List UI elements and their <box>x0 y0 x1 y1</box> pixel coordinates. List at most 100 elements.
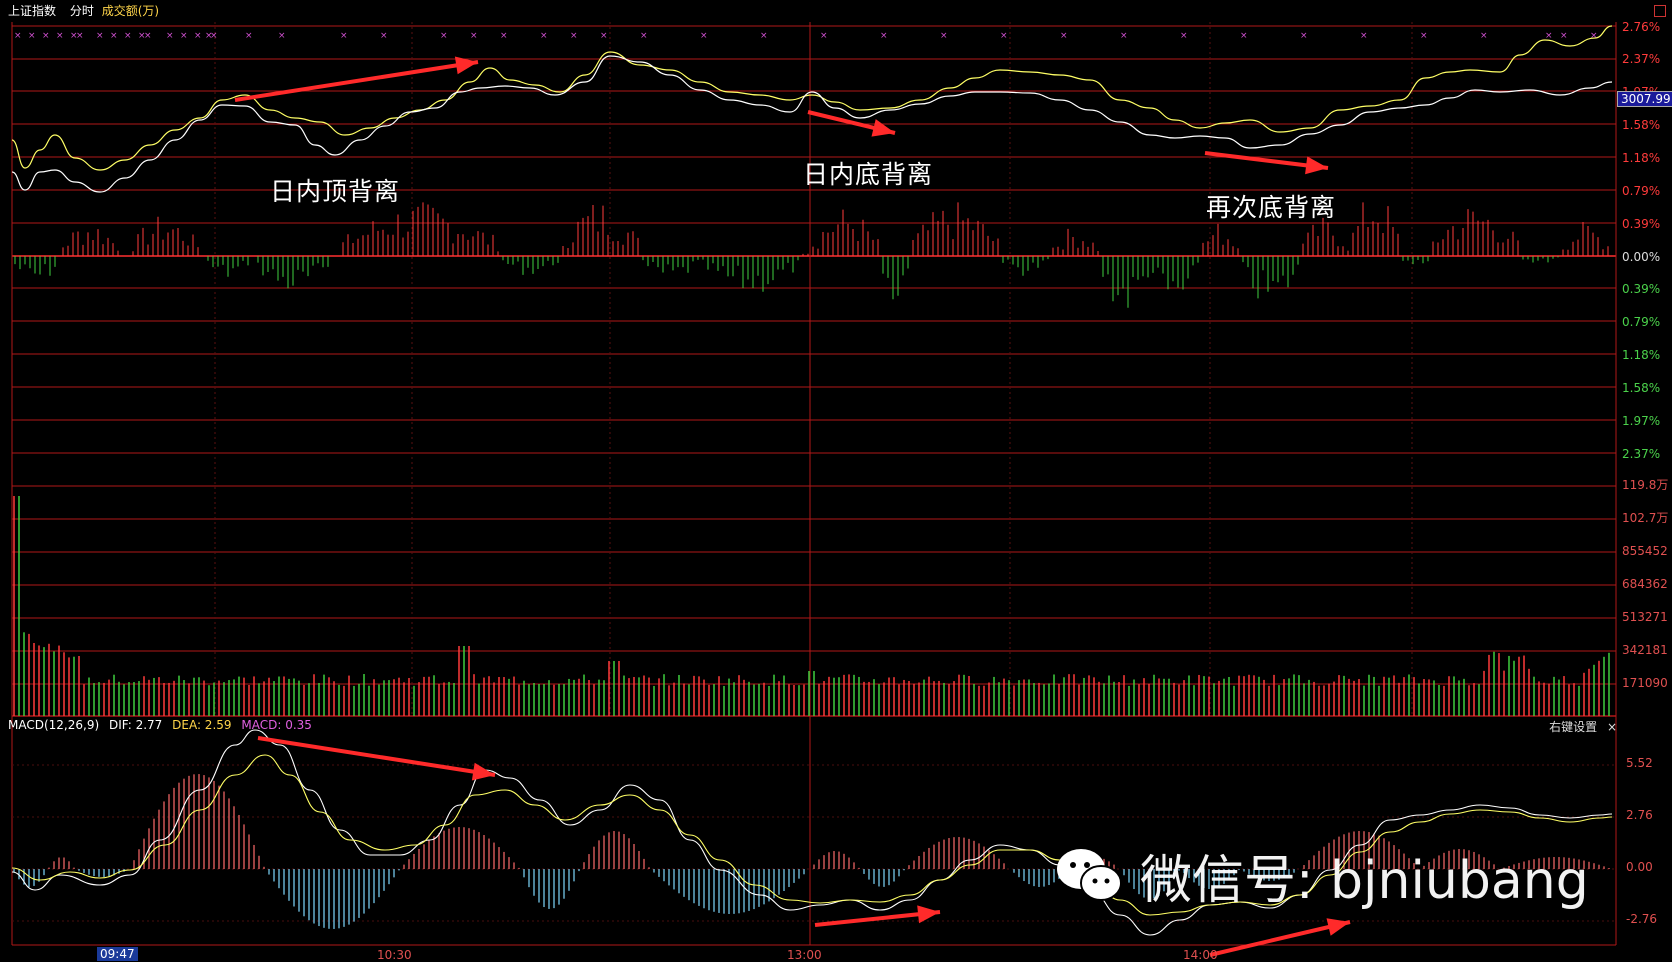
index-name[interactable]: 上证指数 <box>8 4 57 18</box>
event-markers: × × × × ×× × × × ×× × × × ×× × × × × × × × × × × × × × × × × × × × × × × × ×… <box>14 31 1598 41</box>
right-click-setting[interactable]: 右键设置 × <box>1549 718 1617 735</box>
price-axis-label: 0.79% <box>1622 315 1661 329</box>
event-marker: × <box>96 31 104 41</box>
price-axis-label: 0.39% <box>1622 282 1661 296</box>
event-marker: × <box>1560 31 1568 41</box>
event-marker: × <box>180 31 188 41</box>
event-marker: × <box>340 31 348 41</box>
event-marker: × <box>820 31 828 41</box>
arrow-bottom-macd-1-head <box>917 905 940 924</box>
annotation-top-divergence: 日内顶背离 <box>270 177 401 206</box>
macd-dea: DEA: 2.59 <box>172 718 232 732</box>
event-marker: × <box>70 31 78 41</box>
event-marker: × <box>1120 31 1128 41</box>
event-marker: × <box>1060 31 1068 41</box>
macd-header: MACD(12,26,9) DIF: 2.77 DEA: 2.59 MACD: … <box>8 718 318 732</box>
price-ratio-bars <box>14 202 1609 308</box>
macd-title: MACD(12,26,9) <box>8 718 100 732</box>
arrow-bottom-macd-2 <box>1209 920 1351 957</box>
event-marker: × <box>600 31 608 41</box>
volume-axis-label: 119.8万 <box>1622 478 1669 492</box>
event-marker: × <box>1545 31 1553 41</box>
annotation-second-bottom-divergence: 再次底背离 <box>1206 193 1337 222</box>
event-marker: × <box>1360 31 1368 41</box>
macd-dif: DIF: 2.77 <box>108 718 163 732</box>
maximize-icon[interactable] <box>1654 5 1666 17</box>
event-marker: × <box>245 31 253 41</box>
price-axis-label: 2.37% <box>1622 52 1661 66</box>
event-marker: × <box>205 31 213 41</box>
event-marker: × <box>56 31 64 41</box>
event-marker: × <box>1590 31 1598 41</box>
divergence-arrows <box>234 56 1351 957</box>
chart-header: 上证指数 分时 成交额(万) <box>0 0 159 22</box>
arrow-bottom-macd-2-head <box>1326 918 1350 936</box>
event-marker: × <box>540 31 548 41</box>
event-marker: × <box>380 31 388 41</box>
event-marker: × <box>194 31 202 41</box>
dea-line <box>11 754 1613 916</box>
price-axis-label: 1.58% <box>1622 118 1661 132</box>
arrow-top-macd-head <box>471 762 495 781</box>
event-marker: × <box>500 31 508 41</box>
price-line <box>11 55 1613 193</box>
current-price-box: 3007.99 <box>1617 91 1672 107</box>
arrow-top-price-head <box>454 56 478 75</box>
event-marker: × <box>640 31 648 41</box>
price-axis-label: 1.97% <box>1622 414 1661 428</box>
right-setting-label: 右键设置 <box>1549 720 1598 734</box>
price-axis-label: 0.79% <box>1622 184 1661 198</box>
macd-histogram <box>13 774 1610 929</box>
event-marker: × <box>470 31 478 41</box>
time-label-1300: 13:00 <box>787 948 822 962</box>
watermark-text: 微信号: bjniubang <box>1140 851 1589 911</box>
macd-axis-label: -2.76 <box>1626 912 1658 926</box>
price-axis-label: 1.18% <box>1622 151 1661 165</box>
event-marker: × <box>1300 31 1308 41</box>
volume-bars <box>13 496 1610 716</box>
time-label-1400: 14:00 <box>1183 948 1218 962</box>
arrow-bottom-price-2-head <box>1305 156 1328 175</box>
event-marker: × <box>1240 31 1248 41</box>
annotation-bottom-divergence: 日内底背离 <box>803 160 934 189</box>
event-marker: × <box>138 31 146 41</box>
event-marker: × <box>940 31 948 41</box>
price-lines <box>11 25 1613 193</box>
event-marker: × <box>1180 31 1188 41</box>
volume-label: 成交额(万) <box>101 4 160 18</box>
event-marker: × <box>14 31 22 41</box>
price-axis-label: 2.37% <box>1622 447 1661 461</box>
event-marker: × <box>166 31 174 41</box>
event-marker: × <box>144 31 152 41</box>
event-marker: × <box>28 31 36 41</box>
volume-axis-label: 855452 <box>1622 544 1668 558</box>
wechat-logo-icon <box>1057 849 1122 901</box>
macd-axis-label: 0.00 <box>1626 860 1653 874</box>
event-marker: × <box>1480 31 1488 41</box>
macd-axis-label: 2.76 <box>1626 808 1653 822</box>
price-axis-label: 2.76% <box>1622 20 1661 34</box>
macd-axis-label: 5.52 <box>1626 756 1653 770</box>
close-icon[interactable]: × <box>1606 720 1617 734</box>
volume-axis-label: 102.7万 <box>1622 511 1669 525</box>
time-selected[interactable]: 09:47 <box>97 947 138 961</box>
event-marker: × <box>700 31 708 41</box>
price-axis-label: 0.00% <box>1622 250 1661 264</box>
price-axis-label: 1.58% <box>1622 381 1661 395</box>
mode-label[interactable]: 分时 <box>69 4 94 18</box>
event-marker: × <box>760 31 768 41</box>
macd-value: MACD: 0.35 <box>241 718 312 732</box>
time-label-1030: 10:30 <box>377 948 412 962</box>
event-marker: × <box>76 31 84 41</box>
event-marker: × <box>278 31 286 41</box>
macd-lines <box>11 729 1613 936</box>
volume-axis-label: 342181 <box>1622 643 1668 657</box>
event-marker: × <box>124 31 132 41</box>
event-marker: × <box>570 31 578 41</box>
price-axis-label: 0.39% <box>1622 217 1661 231</box>
volume-axis-label: 513271 <box>1622 610 1668 624</box>
event-marker: × <box>1000 31 1008 41</box>
arrow-top-macd <box>257 736 496 777</box>
dif-line <box>11 729 1613 936</box>
